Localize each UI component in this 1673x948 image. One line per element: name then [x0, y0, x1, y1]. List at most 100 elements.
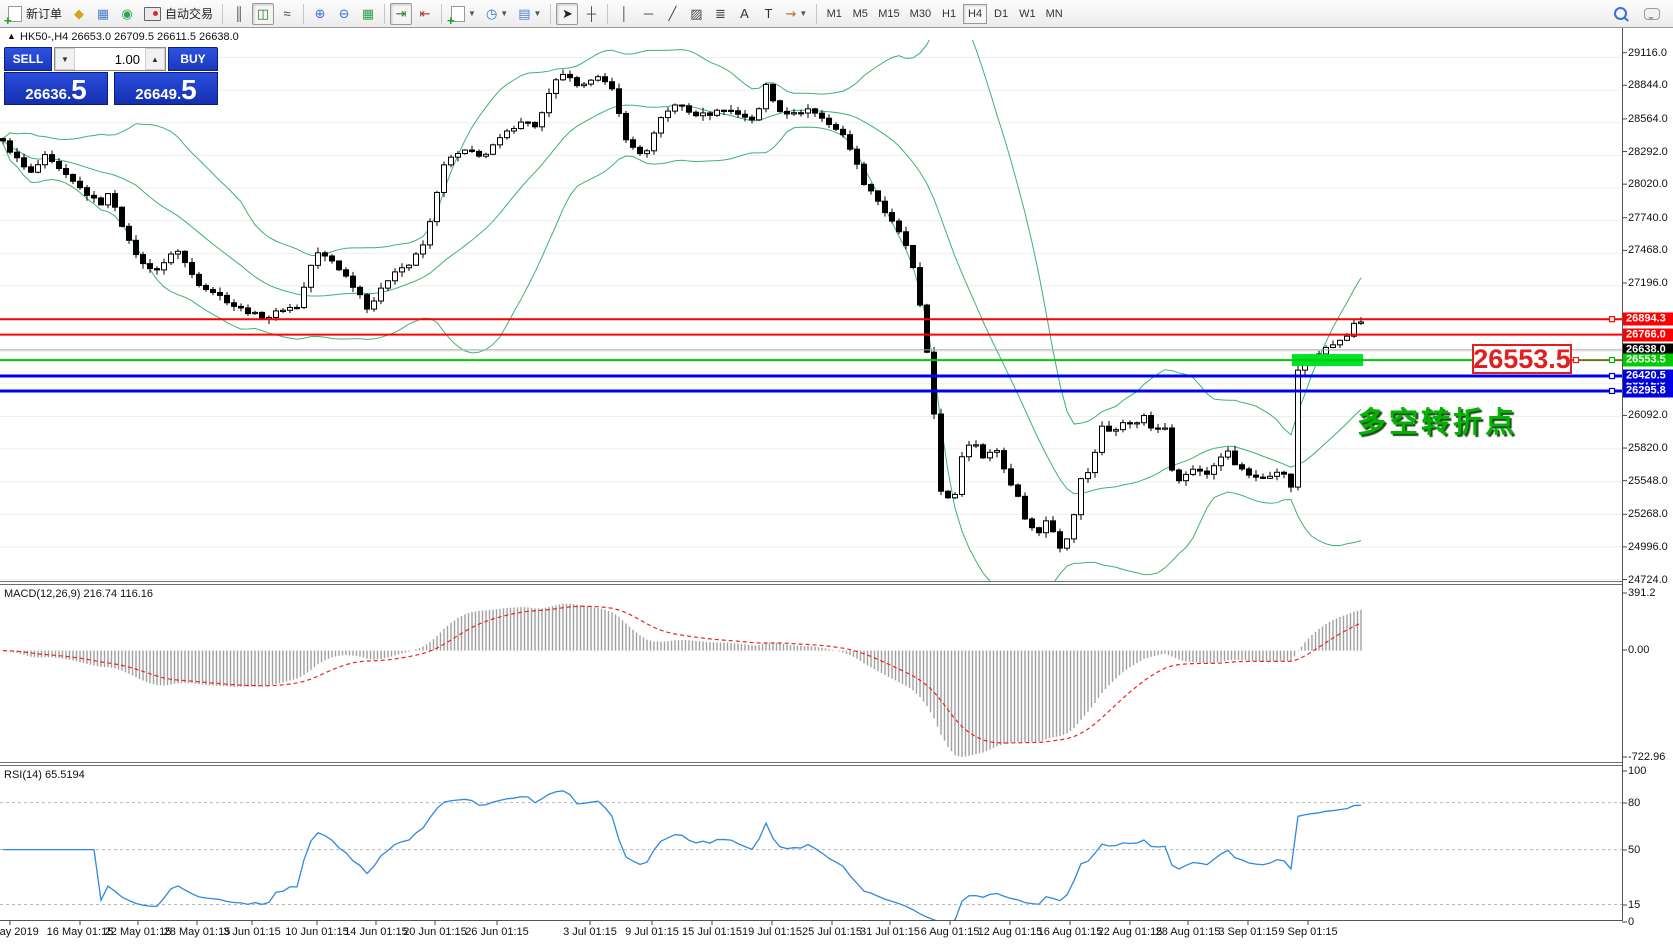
terminal-button[interactable]: ▦ [92, 3, 114, 25]
tile-windows-button[interactable]: ▦ [357, 3, 379, 25]
time-axis-label: 9 May 2019 [0, 926, 39, 938]
templates-dropdown[interactable]: ▤ ▼ [514, 3, 545, 25]
vertical-line-button[interactable]: │ [613, 3, 635, 25]
time-axis-label: 3 Jun 01:15 [223, 926, 281, 938]
sell-price-display[interactable]: 26636. 5 [4, 72, 108, 105]
horizontal-price-lines[interactable] [0, 316, 1622, 395]
search-button[interactable] [1609, 3, 1631, 25]
search-icon [1613, 7, 1627, 20]
text-button[interactable]: A [733, 3, 755, 25]
price-annotation-box[interactable]: 26553.5 [1472, 343, 1572, 374]
line-anchor-marker [1608, 316, 1616, 323]
indicator-tick-label: 80 [1628, 797, 1641, 809]
indicator-tick-label: 391.2 [1628, 587, 1656, 599]
timeframe-m5[interactable]: M5 [852, 7, 868, 20]
template-icon: ▤ [518, 6, 531, 21]
pane-separator[interactable] [0, 765, 1622, 766]
time-axis-label: 12 Aug 01:15 [977, 926, 1043, 938]
line-anchor-marker [1572, 356, 1580, 364]
zoom-out-button[interactable]: ⊖ [333, 3, 355, 25]
autotrading-button[interactable]: 自动交易 [140, 3, 217, 25]
autotrading-icon [144, 6, 162, 21]
line-chart-button[interactable]: ≈ [276, 3, 298, 25]
main-gridlines [0, 56, 1622, 581]
timeframe-w1[interactable]: W1 [1019, 7, 1036, 20]
vertical-line-icon: │ [620, 6, 629, 21]
toolbar-separator [607, 3, 609, 24]
buy-price-dot: . [176, 86, 182, 103]
timeframe-d1[interactable]: D1 [994, 7, 1009, 20]
price-tick-label: 24996.0 [1628, 540, 1668, 553]
text-label-icon: T [764, 6, 773, 21]
time-axis-label: 6 Aug 01:15 [920, 926, 980, 938]
toolbar-separator [550, 3, 552, 24]
indicator-tick-label: 0 [1628, 916, 1635, 928]
chat-button[interactable] [1640, 3, 1664, 25]
arrows-dropdown[interactable]: ⇝ ▼ [781, 3, 811, 25]
turning-point-annotation: 多空转折点 [1357, 407, 1518, 439]
new-chart-dropdown[interactable]: ▼ [447, 3, 480, 27]
candlestick-chart-button[interactable]: ◫ [252, 2, 275, 25]
indicator-tick-label: 15 [1628, 899, 1641, 911]
new-order-button[interactable]: 新订单 [4, 3, 66, 27]
bar-chart-icon: ║ [234, 6, 244, 21]
timeframe-h4[interactable]: H4 [963, 3, 988, 24]
chart-shift-button[interactable]: ⇤ [414, 3, 436, 25]
text-label-button[interactable]: T [757, 3, 779, 25]
volume-input[interactable] [75, 48, 145, 70]
timeframe-mn[interactable]: MN [1045, 7, 1063, 20]
toolbar-right [1601, 3, 1665, 25]
pane-separator[interactable] [0, 584, 1622, 585]
price-tick-label: 29116.0 [1628, 46, 1667, 59]
terminal-icon: ▦ [96, 6, 110, 21]
profiles-dropdown[interactable]: ◷ ▼ [482, 3, 512, 25]
toolbar-separator [384, 3, 386, 24]
timeframe-m1[interactable]: M1 [826, 7, 842, 20]
pane-separator[interactable] [0, 762, 1622, 763]
crosshair-icon: ┼ [586, 6, 597, 21]
new-order-icon [4, 5, 22, 27]
timeframe-h1[interactable]: H1 [942, 7, 957, 20]
chart-collapse-icon[interactable]: ▲ [7, 31, 16, 41]
toolbar-separator [816, 3, 818, 24]
buy-price-display[interactable]: 26649. 5 [114, 72, 218, 105]
channel-button[interactable]: ▨ [685, 3, 707, 25]
time-axis-label: 16 Aug 01:15 [1037, 926, 1103, 938]
chevron-down-icon: ▼ [799, 9, 808, 18]
time-axis-label: 26 Jun 01:15 [465, 926, 529, 938]
crosshair-button[interactable]: ┼ [580, 3, 602, 25]
fibonacci-button[interactable]: ≣ [709, 3, 731, 25]
auto-scroll-button[interactable]: ⇥ [390, 2, 413, 25]
macd-label: MACD(12,26,9) 216.74 116.16 [4, 588, 153, 600]
timeframe-m15[interactable]: M15 [878, 7, 900, 20]
price-tag: 26894.3 [1623, 312, 1673, 326]
trendline-button[interactable]: ╱ [661, 3, 683, 25]
metaeditor-button[interactable]: ◆ [68, 3, 90, 25]
macd-pane [2, 603, 1362, 757]
pane-separator[interactable] [0, 581, 1622, 582]
time-axis-label: 14 Jun 01:15 [344, 926, 408, 938]
signals-button[interactable]: ◉ [116, 3, 138, 25]
bar-chart-button[interactable]: ║ [228, 3, 250, 25]
sell-button[interactable]: SELL [4, 47, 52, 71]
indicator-tick-label: 0.00 [1628, 644, 1650, 656]
price-axis-line [1622, 28, 1623, 921]
horizontal-line-button[interactable]: ─ [637, 3, 659, 25]
one-click-trading-panel: SELL ▼ ▲ BUY 26636.5 26649.5 [4, 47, 218, 105]
rsi-pane [0, 790, 1622, 920]
buy-button[interactable]: BUY [168, 47, 218, 71]
time-axis-label: 10 Jun 01:15 [285, 926, 349, 938]
price-tick-label: 26092.0 [1628, 409, 1668, 422]
cursor-icon: ➤ [561, 6, 573, 21]
timeframe-m30[interactable]: M30 [909, 7, 932, 20]
cursor-button[interactable]: ➤ [556, 2, 579, 25]
time-axis-label: 19 Jul 01:15 [742, 926, 802, 938]
indicator-tick-label: 100 [1628, 765, 1647, 777]
axis-ticks [9, 52, 1627, 925]
zoom-in-button[interactable]: ⊕ [309, 3, 331, 25]
rsi-line [3, 790, 1362, 920]
new-order-button-label: 新订单 [26, 7, 63, 21]
volume-decrease-button[interactable]: ▼ [55, 48, 75, 70]
volume-increase-button[interactable]: ▲ [145, 48, 165, 70]
